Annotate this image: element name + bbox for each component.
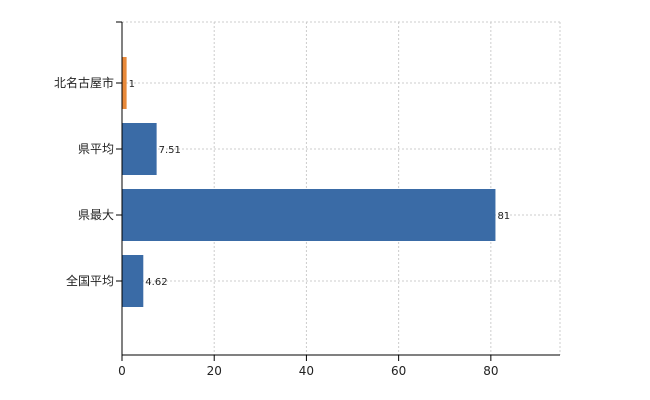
x-axis-ticks: 0 20 40 60 80: [118, 355, 498, 378]
data-labels: 1 7.51 81 4.62: [129, 79, 511, 288]
bar: [122, 255, 144, 307]
category-label: 北名古屋市: [54, 75, 114, 90]
bar: [122, 189, 496, 241]
data-label: 4.62: [145, 277, 167, 288]
category-label: 県最大: [78, 208, 114, 222]
bar: [122, 57, 127, 109]
x-tick-label: 60: [391, 364, 406, 378]
bars: [122, 57, 496, 307]
gridlines: [122, 21, 561, 355]
x-tick-label: 0: [118, 364, 126, 378]
bar: [122, 123, 157, 175]
data-label: 1: [129, 79, 135, 90]
axes: [116, 21, 560, 356]
x-tick-label: 40: [299, 364, 314, 378]
category-label: 県平均: [78, 142, 114, 156]
data-label: 7.51: [159, 145, 181, 156]
x-tick-label: 80: [483, 364, 498, 378]
x-tick-label: 20: [207, 364, 222, 378]
data-label: 81: [497, 211, 510, 222]
category-label: 全国平均: [66, 273, 114, 288]
